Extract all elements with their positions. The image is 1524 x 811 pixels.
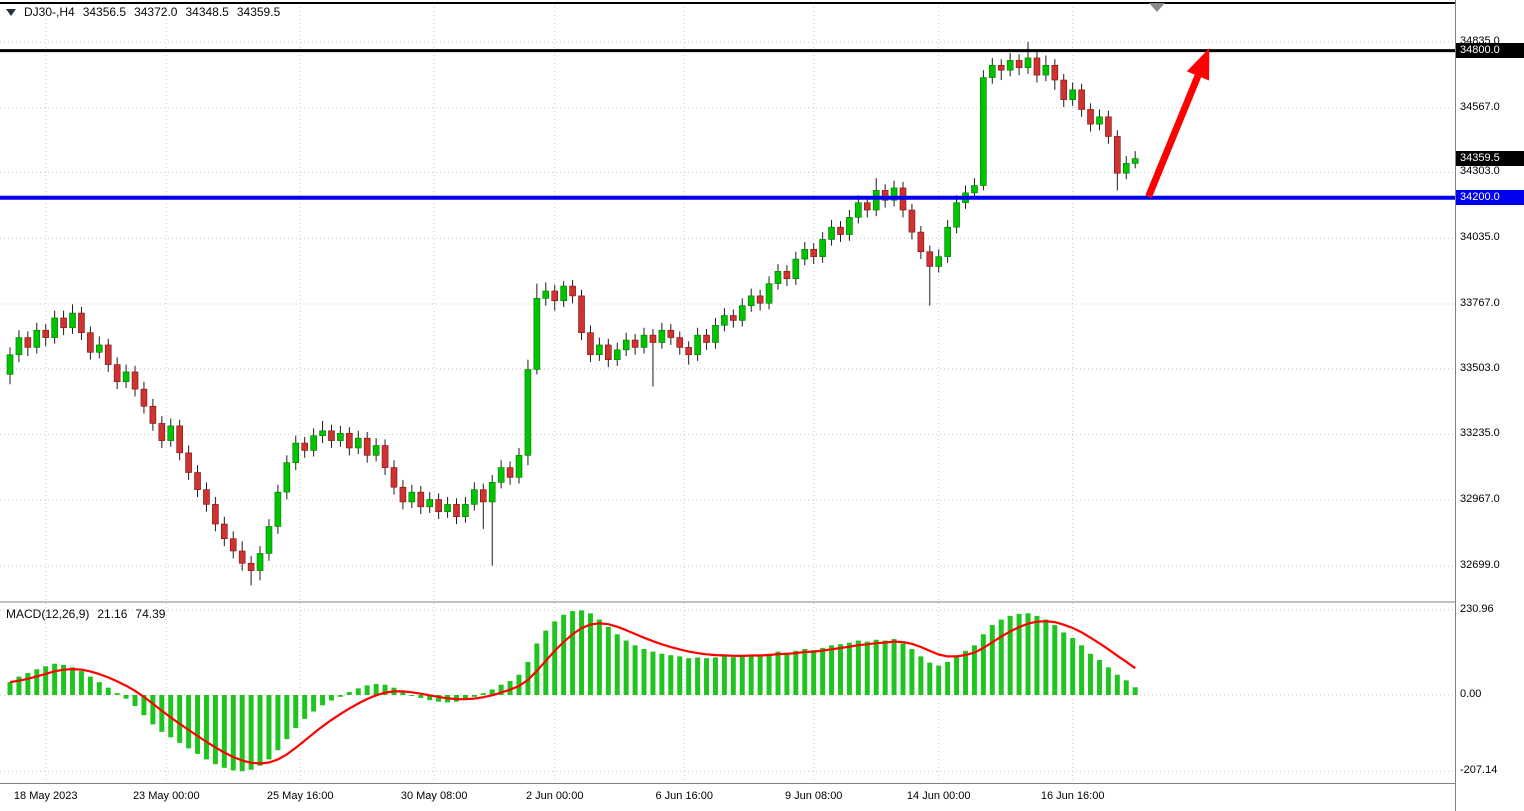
price-axis: 34835.0 34567.0 34303.0 34035.0 33767.0 33503…: [1456, 0, 1524, 811]
macd-signal-value: 74.39: [135, 607, 166, 621]
macd-histogram: [7, 610, 1138, 772]
symbol-timeframe: DJ30-,H4: [24, 5, 75, 19]
macd-axis-tick: -207.14: [1460, 764, 1498, 777]
chart-shift-marker-icon[interactable]: [1149, 3, 1165, 12]
macd-indicator-label: MACD(12,26,9) 21.16 74.39: [6, 607, 165, 621]
candlestick-series: [6, 42, 1139, 586]
time-axis-tick: 18 May 2023: [13, 790, 78, 802]
time-axis-tick: 30 May 08:00: [400, 790, 468, 802]
time-axis-tick: 23 May 00:00: [132, 790, 200, 802]
time-axis-tick: 16 Jun 16:00: [1040, 790, 1105, 802]
price-axis-tick: 34035.0: [1460, 231, 1500, 244]
macd-signal-line: [9, 620, 1136, 765]
macd-name: MACD(12,26,9): [6, 607, 90, 621]
ohlc-high: 34372.0: [134, 5, 178, 19]
trend-arrow[interactable]: [1145, 48, 1210, 198]
symbol-dropdown-icon[interactable]: [6, 8, 16, 16]
ohlc-readout: DJ30-,H4 34356.5 34372.0 34348.5 34359.5: [6, 5, 280, 19]
price-axis-tick: 34303.0: [1460, 165, 1500, 178]
price-axis-tick: 33235.0: [1460, 427, 1500, 440]
time-axis-tick: 14 Jun 00:00: [906, 790, 971, 802]
ohlc-open: 34356.5: [82, 5, 127, 19]
time-axis: 18 May 2023 23 May 00:00 25 May 16:00 30 Ma…: [0, 785, 1455, 811]
price-label-34200.0: 34200.0: [1456, 190, 1524, 206]
price-axis-tick: 33503.0: [1460, 361, 1500, 374]
time-axis-tick: 2 Jun 00:00: [525, 790, 584, 802]
price-label-34359.5: 34359.5: [1456, 151, 1524, 167]
time-axis-tick: 9 Jun 08:00: [784, 790, 843, 802]
grid: [0, 3, 1455, 784]
price-axis-tick: 33767.0: [1460, 296, 1500, 309]
price-axis-tick: 32699.0: [1460, 558, 1500, 571]
time-axis-tick: 6 Jun 16:00: [655, 790, 713, 802]
ohlc-close: 34359.5: [236, 5, 281, 19]
ohlc-low: 34348.5: [185, 5, 229, 19]
price-axis-tick: 32967.0: [1460, 493, 1500, 506]
macd-main-value: 21.16: [97, 607, 128, 621]
time-axis-tick: 25 May 16:00: [266, 790, 334, 802]
macd-axis-tick: 0.00: [1460, 688, 1482, 700]
price-axis-tick: 34567.0: [1460, 100, 1500, 113]
macd-axis-tick: 230.96: [1460, 603, 1494, 615]
price-label-34800.0: 34800.0: [1456, 43, 1524, 59]
